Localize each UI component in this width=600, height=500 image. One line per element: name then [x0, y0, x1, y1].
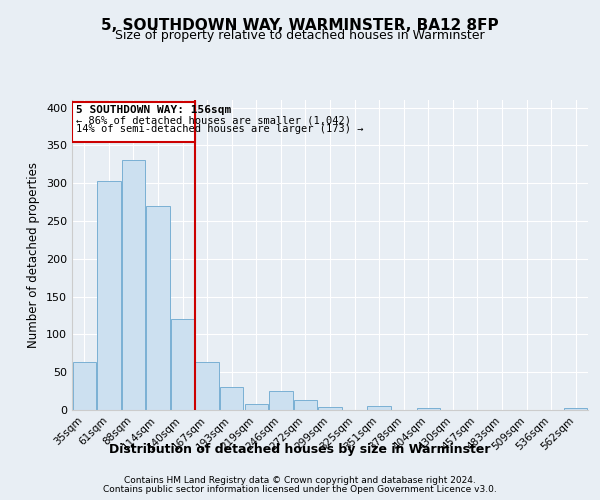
Text: Contains HM Land Registry data © Crown copyright and database right 2024.: Contains HM Land Registry data © Crown c… [124, 476, 476, 485]
Bar [294, 400, 317, 410]
Bar [220, 388, 244, 410]
Bar [269, 391, 293, 410]
Bar [564, 408, 587, 410]
Bar [245, 404, 268, 410]
Bar [319, 407, 341, 410]
Text: Contains public sector information licensed under the Open Government Licence v3: Contains public sector information licen… [103, 485, 497, 494]
Bar [416, 408, 440, 410]
Text: Size of property relative to detached houses in Warminster: Size of property relative to detached ho… [115, 29, 485, 42]
Y-axis label: Number of detached properties: Number of detached properties [28, 162, 40, 348]
Text: Distribution of detached houses by size in Warminster: Distribution of detached houses by size … [109, 442, 491, 456]
Text: 5, SOUTHDOWN WAY, WARMINSTER, BA12 8FP: 5, SOUTHDOWN WAY, WARMINSTER, BA12 8FP [101, 18, 499, 32]
Bar [146, 206, 170, 410]
Bar [72, 102, 195, 141]
Bar [196, 362, 219, 410]
Bar [171, 320, 194, 410]
Text: 5 SOUTHDOWN WAY: 156sqm: 5 SOUTHDOWN WAY: 156sqm [76, 106, 231, 116]
Bar [122, 160, 145, 410]
Text: 14% of semi-detached houses are larger (173) →: 14% of semi-detached houses are larger (… [76, 124, 363, 134]
Text: ← 86% of detached houses are smaller (1,042): ← 86% of detached houses are smaller (1,… [76, 115, 350, 125]
Bar [367, 406, 391, 410]
Bar [97, 181, 121, 410]
Bar [73, 362, 96, 410]
